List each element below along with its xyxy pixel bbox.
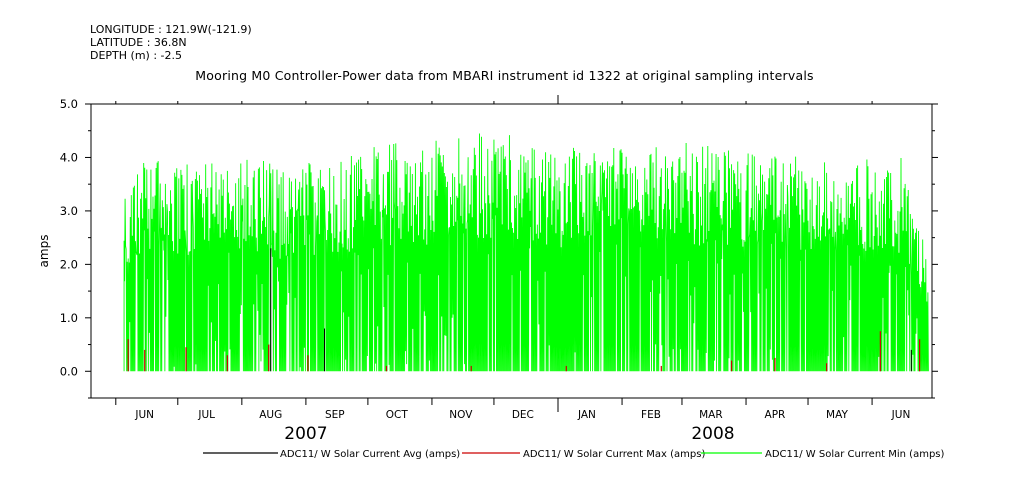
- x-month-label: SEP: [325, 409, 345, 421]
- x-month-label: AUG: [259, 409, 282, 421]
- legend-label: ADC11/ W Solar Current Avg (amps): [280, 449, 460, 460]
- y-tick-label: 1.0: [60, 311, 78, 325]
- y-tick-label: 0.0: [60, 364, 78, 378]
- x-month-label: APR: [765, 409, 786, 421]
- legend-label: ADC11/ W Solar Current Min (amps): [765, 449, 945, 460]
- latitude-label: LATITUDE : 36.8N: [90, 36, 187, 49]
- x-month-label: NOV: [449, 409, 473, 421]
- x-month-label: MAY: [826, 409, 848, 421]
- x-month-label: FEB: [641, 409, 661, 421]
- x-month-label: OCT: [386, 409, 409, 421]
- depth-label: DEPTH (m) : -2.5: [90, 49, 183, 62]
- longitude-label: LONGITUDE : 121.9W(-121.9): [90, 23, 252, 36]
- plot-frame: [90, 103, 933, 399]
- y-tick-label: 5.0: [60, 97, 78, 111]
- x-month-label: JUL: [197, 409, 215, 421]
- chart-title: Mooring M0 Controller-Power data from MB…: [195, 68, 814, 83]
- x-month-label: JUN: [134, 409, 154, 421]
- x-year-label: 2008: [691, 424, 734, 444]
- y-axis-label: amps: [37, 235, 51, 268]
- series-min-line: [123, 133, 929, 372]
- x-year-label: 2007: [284, 424, 327, 444]
- y-tick-label: 4.0: [60, 150, 78, 164]
- x-month-label: JAN: [577, 409, 596, 421]
- y-tick-label: 3.0: [60, 204, 78, 218]
- legend-label: ADC11/ W Solar Current Max (amps): [523, 449, 705, 460]
- x-month-label: MAR: [699, 409, 723, 421]
- x-month-label: DEC: [512, 409, 534, 421]
- x-month-label: JUN: [891, 409, 911, 421]
- y-tick-label: 2.0: [60, 257, 78, 271]
